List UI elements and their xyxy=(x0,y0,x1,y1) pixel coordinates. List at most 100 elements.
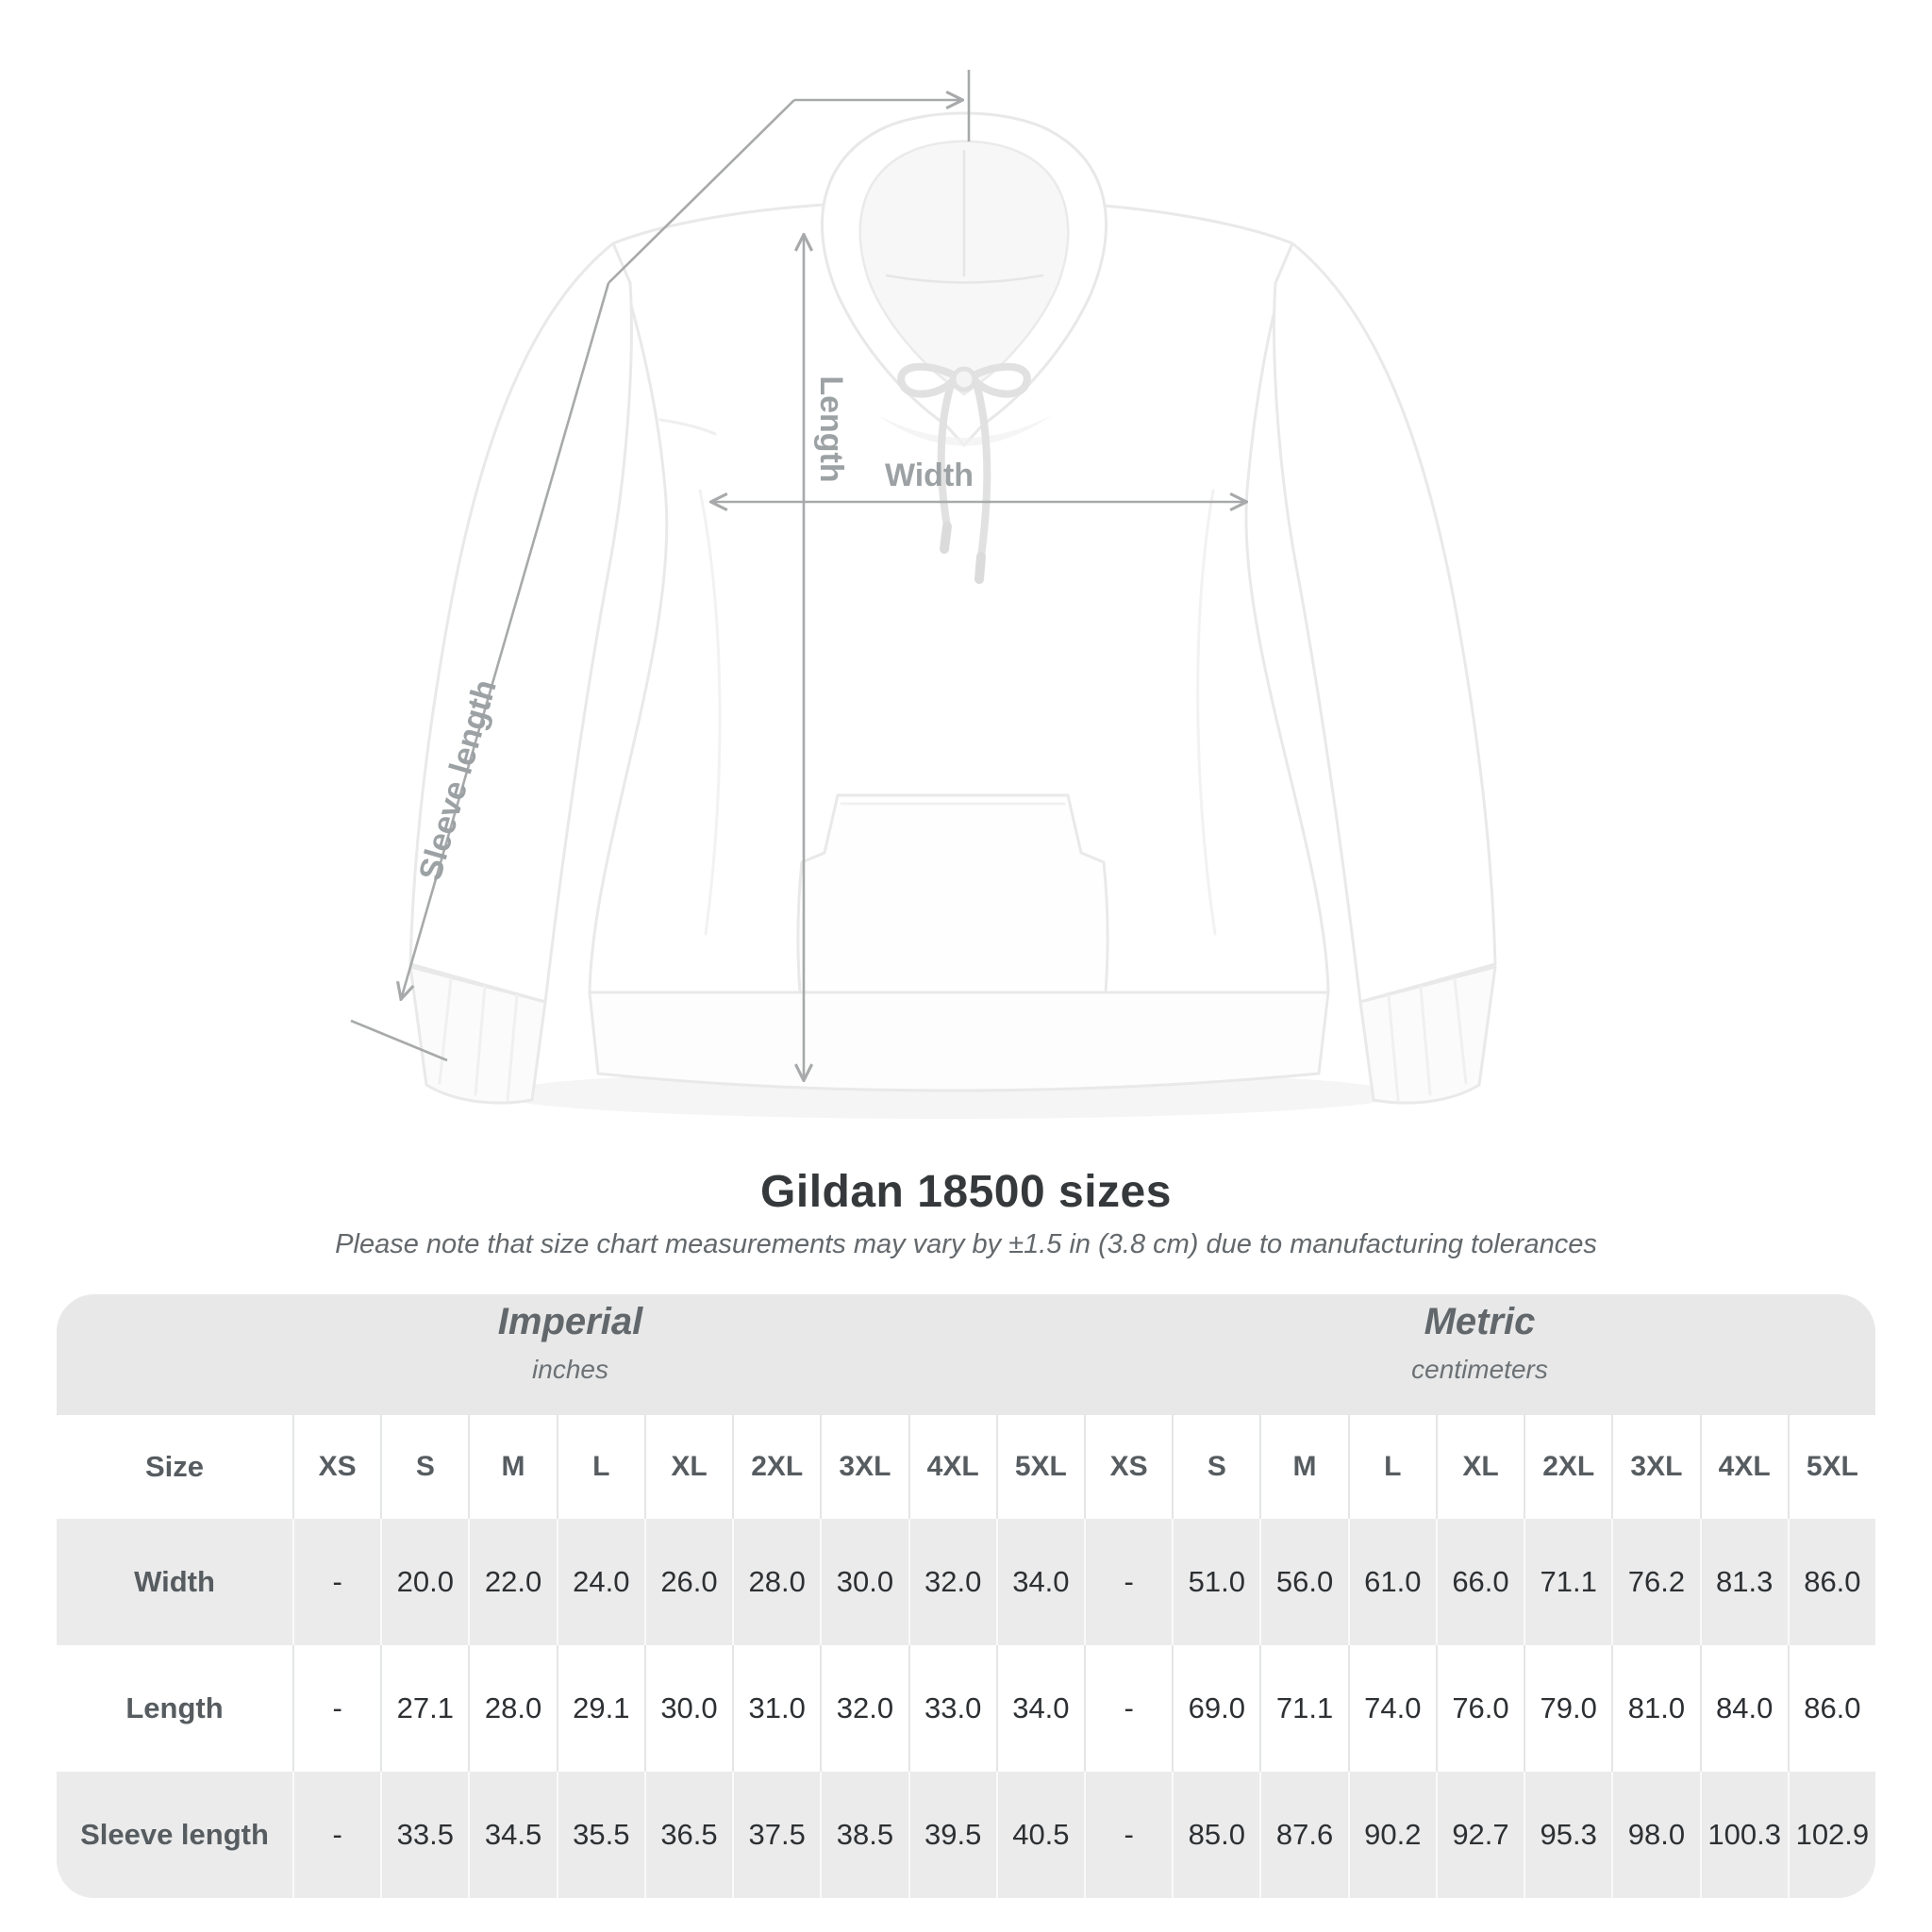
table-row-length: Length -27.1 28.0 29.1 30.0 31.0 32.0 33.0 34.0-… xyxy=(57,1645,1875,1772)
row-label: Width xyxy=(134,1565,215,1598)
size-column-header-8: 5XL xyxy=(995,1415,1084,1519)
measurement-cell: 79.0 xyxy=(1524,1645,1611,1772)
measurement-cell: 40.5 xyxy=(995,1772,1084,1898)
measurement-cell: 76.0 xyxy=(1435,1645,1524,1772)
size-column-header-13: XL xyxy=(1435,1415,1524,1519)
measurement-cell: 74.0 xyxy=(1347,1645,1436,1772)
hoodie-graphic xyxy=(408,111,1497,1105)
measurement-cell: 28.0 xyxy=(468,1645,556,1772)
size-column-header-5: 2XL xyxy=(732,1415,820,1519)
measurement-cell: 100.3 xyxy=(1699,1772,1788,1898)
size-column-header-3: L xyxy=(556,1415,644,1519)
sleeve-end-tick xyxy=(350,1019,448,1062)
measurement-cell: 51.0 xyxy=(1172,1519,1259,1645)
size-column-header-7: 4XL xyxy=(908,1415,996,1519)
measurement-cell: - xyxy=(1083,1645,1172,1772)
measurement-cell: 30.0 xyxy=(820,1519,908,1645)
measurement-cell: - xyxy=(292,1645,380,1772)
measurement-cell: - xyxy=(292,1772,380,1898)
measurement-cell: 37.5 xyxy=(732,1772,820,1898)
tolerance-note: Please note that size chart measurements… xyxy=(335,1229,1597,1259)
measurement-cell: 32.0 xyxy=(908,1519,996,1645)
unit-band: Imperial inches Metric centimeters xyxy=(57,1294,1875,1415)
measurement-cell: 81.3 xyxy=(1699,1519,1788,1645)
measurement-cell: 31.0 xyxy=(732,1645,820,1772)
unit-sublabel: centimeters xyxy=(1411,1354,1548,1384)
size-column-header-17: 5XL xyxy=(1787,1415,1875,1519)
measurement-cell: 33.5 xyxy=(380,1772,468,1898)
width-label: Width xyxy=(885,458,974,493)
measurement-cell: 81.0 xyxy=(1611,1645,1699,1772)
measurement-cell: 87.6 xyxy=(1259,1772,1347,1898)
measurement-cell: 71.1 xyxy=(1524,1519,1611,1645)
unit-label: Metric xyxy=(1424,1300,1536,1342)
hoodie-hem-band xyxy=(588,991,1330,1092)
measurement-cell: 38.5 xyxy=(820,1772,908,1898)
hoodie-left-sleeve xyxy=(408,242,633,1004)
measurement-cell: 34.0 xyxy=(995,1519,1084,1645)
measurement-cell: 32.0 xyxy=(820,1645,908,1772)
size-column-header-14: 2XL xyxy=(1524,1415,1611,1519)
size-table: Imperial inches Metric centimeters Size X… xyxy=(57,1294,1875,1898)
size-column-header-0: XS xyxy=(292,1415,380,1519)
measurement-cell: 95.3 xyxy=(1524,1772,1611,1898)
length-label: Length xyxy=(813,375,849,482)
measurement-cell: 85.0 xyxy=(1172,1772,1259,1898)
measurement-cell: 39.5 xyxy=(908,1772,996,1898)
measurement-cell: 28.0 xyxy=(732,1519,820,1645)
size-column-header-2: M xyxy=(468,1415,556,1519)
measurement-cell: 27.1 xyxy=(380,1645,468,1772)
row-label: Sleeve length xyxy=(80,1818,269,1851)
measurement-cell: 35.5 xyxy=(556,1772,644,1898)
measurement-cell: 90.2 xyxy=(1347,1772,1436,1898)
measurement-cell: 24.0 xyxy=(556,1519,644,1645)
table-row-sleeve-length: Sleeve length -33.5 34.5 35.5 36.5 37.5 38.5 39… xyxy=(57,1772,1875,1898)
sleeve-arrow-diagonal-upper xyxy=(608,99,795,284)
measurement-cell: 98.0 xyxy=(1611,1772,1699,1898)
size-column-header-4: XL xyxy=(643,1415,732,1519)
measurement-cell: 86.0 xyxy=(1787,1645,1875,1772)
table-row-width: Width -20.0 22.0 24.0 26.0 28.0 30.0 32.0 34.0-5… xyxy=(57,1519,1875,1645)
unit-group-imperial: Imperial inches xyxy=(57,1294,1084,1415)
hoodie-measurement-diagram: Sleeve length Length Width xyxy=(350,70,1497,1105)
measurement-cell: 92.7 xyxy=(1435,1772,1524,1898)
size-column-header-11: M xyxy=(1259,1415,1347,1519)
measurement-cell: 22.0 xyxy=(468,1519,556,1645)
row-label: Length xyxy=(125,1691,224,1724)
unit-label: Imperial xyxy=(497,1300,643,1342)
measurement-cell: 34.0 xyxy=(995,1645,1084,1772)
measurement-cell: - xyxy=(292,1519,380,1645)
measurement-cell: - xyxy=(1083,1519,1172,1645)
measurement-cell: 66.0 xyxy=(1435,1519,1524,1645)
measurement-cell: 36.5 xyxy=(643,1772,732,1898)
sleeve-arrow-diagonal-lower xyxy=(402,282,610,996)
measurement-annotations xyxy=(350,70,1243,1077)
measurement-cell: 71.1 xyxy=(1259,1645,1347,1772)
measurement-cell: 86.0 xyxy=(1787,1519,1875,1645)
size-header-row: Size XS S M L XL 2XL 3XL 4XL 5XL XS S M L XL 2XL 3XL 4XL 5… xyxy=(57,1415,1875,1519)
measurement-cell: 56.0 xyxy=(1259,1519,1347,1645)
size-table-body: Width -20.0 22.0 24.0 26.0 28.0 30.0 32.0 34.0-5… xyxy=(57,1519,1875,1898)
measurement-cell: 30.0 xyxy=(643,1645,732,1772)
size-column-header-16: 4XL xyxy=(1699,1415,1788,1519)
measurement-cell: 26.0 xyxy=(643,1519,732,1645)
size-column-header-15: 3XL xyxy=(1611,1415,1699,1519)
hood-drawstrings xyxy=(897,362,1031,584)
measurement-cell: 76.2 xyxy=(1611,1519,1699,1645)
measurement-cell: 69.0 xyxy=(1172,1645,1259,1772)
page-title: Gildan 18500 sizes xyxy=(760,1167,1172,1217)
measurement-cell: 34.5 xyxy=(468,1772,556,1898)
measurement-cell: 84.0 xyxy=(1699,1645,1788,1772)
size-column-header-1: S xyxy=(380,1415,468,1519)
corner-size-label: Size xyxy=(144,1450,205,1483)
measurement-cell: 102.9 xyxy=(1787,1772,1875,1898)
size-column-header-12: L xyxy=(1347,1415,1436,1519)
unit-group-metric: Metric centimeters xyxy=(1084,1294,1875,1415)
measurement-cell: - xyxy=(1083,1772,1172,1898)
measurement-cell: 33.0 xyxy=(908,1645,996,1772)
size-column-header-6: 3XL xyxy=(820,1415,908,1519)
measurement-cell: 29.1 xyxy=(556,1645,644,1772)
hoodie-pocket xyxy=(796,793,1109,994)
measurement-cell: 20.0 xyxy=(380,1519,468,1645)
